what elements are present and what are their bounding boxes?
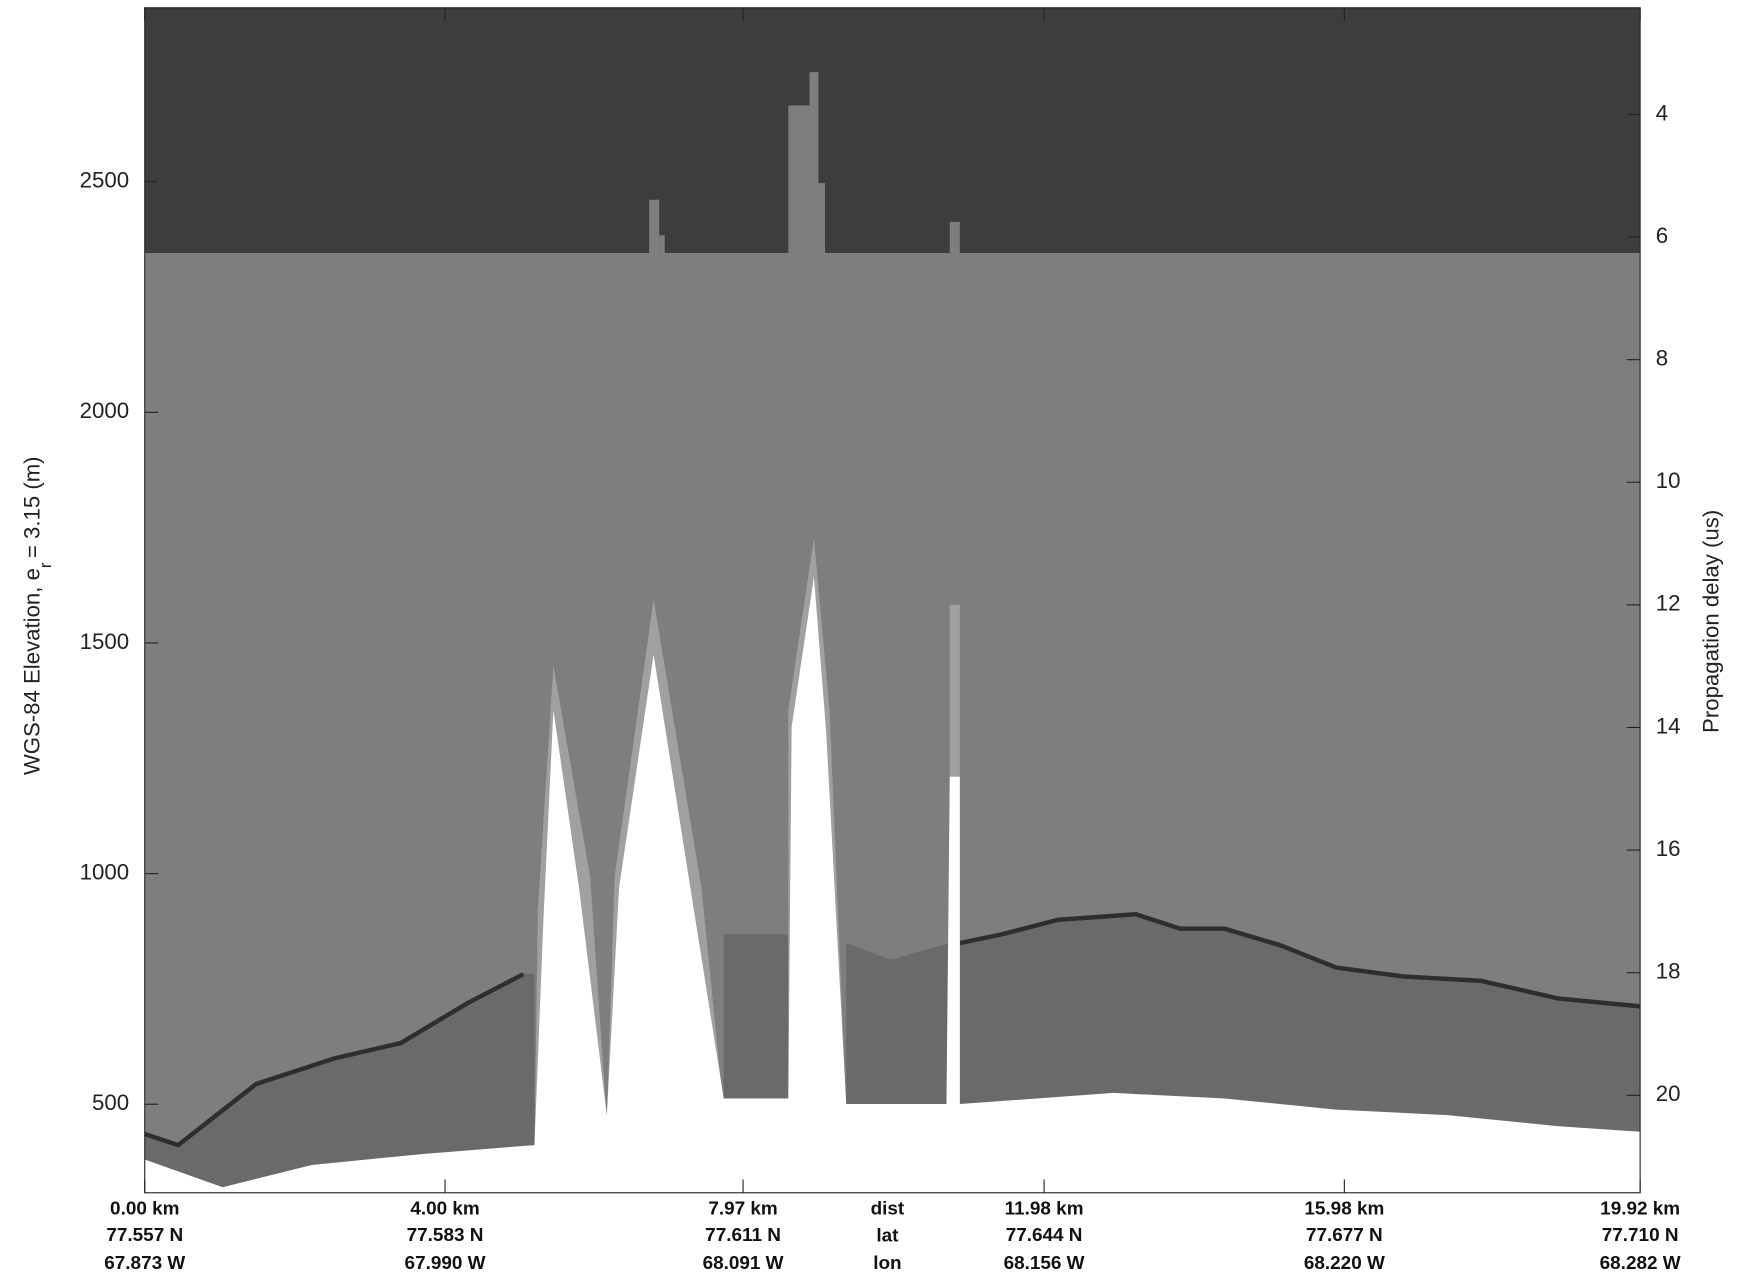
y-tick-label: 1500 xyxy=(80,629,130,654)
y2-tick-label: 20 xyxy=(1656,1081,1681,1106)
y2-tick-label: 8 xyxy=(1656,346,1668,371)
lon-label: 68.282 W xyxy=(1600,1253,1681,1274)
lat-label: 77.710 N xyxy=(1602,1225,1679,1246)
y2-axis-label: Propagation delay (us) xyxy=(1698,510,1723,733)
x-row-label: lat xyxy=(876,1226,899,1247)
lon-label: 67.990 W xyxy=(405,1253,486,1274)
y-tick-label: 1000 xyxy=(80,859,130,884)
lat-label: 77.557 N xyxy=(106,1225,183,1246)
radargram-image xyxy=(144,7,1641,1194)
lat-label: 77.677 N xyxy=(1306,1225,1383,1246)
y-label-suffix: = 3.15 (m) xyxy=(19,456,44,558)
y-label-main: WGS-84 Elevation, e xyxy=(19,568,44,775)
lon-label: 68.156 W xyxy=(1004,1253,1085,1274)
lon-label: 68.091 W xyxy=(703,1253,784,1274)
y-tick-label: 2000 xyxy=(80,398,130,423)
y-tick-label: 500 xyxy=(92,1090,129,1115)
y2-tick-label: 6 xyxy=(1656,223,1668,248)
lat-label: 77.611 N xyxy=(705,1225,781,1246)
lon-label: 68.220 W xyxy=(1304,1253,1385,1274)
x-tick-label: 0.00 km xyxy=(110,1198,179,1219)
x-tick-label: 11.98 km xyxy=(1005,1198,1084,1219)
x-tick-label: 4.00 km xyxy=(410,1198,479,1219)
lat-label: 77.583 N xyxy=(407,1225,484,1246)
y2-tick-label: 18 xyxy=(1656,959,1681,984)
y2-tick-label: 4 xyxy=(1656,100,1668,125)
y-axis-label: WGS-84 Elevation, er = 3.15 (m) xyxy=(19,456,55,775)
lat-label: 77.644 N xyxy=(1006,1225,1083,1246)
x-row-label: lon xyxy=(873,1253,901,1274)
lon-label: 67.873 W xyxy=(104,1253,185,1274)
x-tick-label: 15.98 km xyxy=(1304,1198,1384,1219)
y-tick-label: 2500 xyxy=(80,168,130,193)
y-label-subscript: r xyxy=(36,562,55,568)
y2-tick-label: 12 xyxy=(1656,591,1681,616)
x-tick-label: 19.92 km xyxy=(1600,1198,1680,1219)
x-row-label: dist xyxy=(871,1198,905,1219)
y2-tick-label: 16 xyxy=(1656,836,1681,861)
y2-tick-label: 14 xyxy=(1656,713,1681,738)
y2-tick-label: 10 xyxy=(1656,468,1681,493)
x-tick-label: 7.97 km xyxy=(708,1198,777,1219)
